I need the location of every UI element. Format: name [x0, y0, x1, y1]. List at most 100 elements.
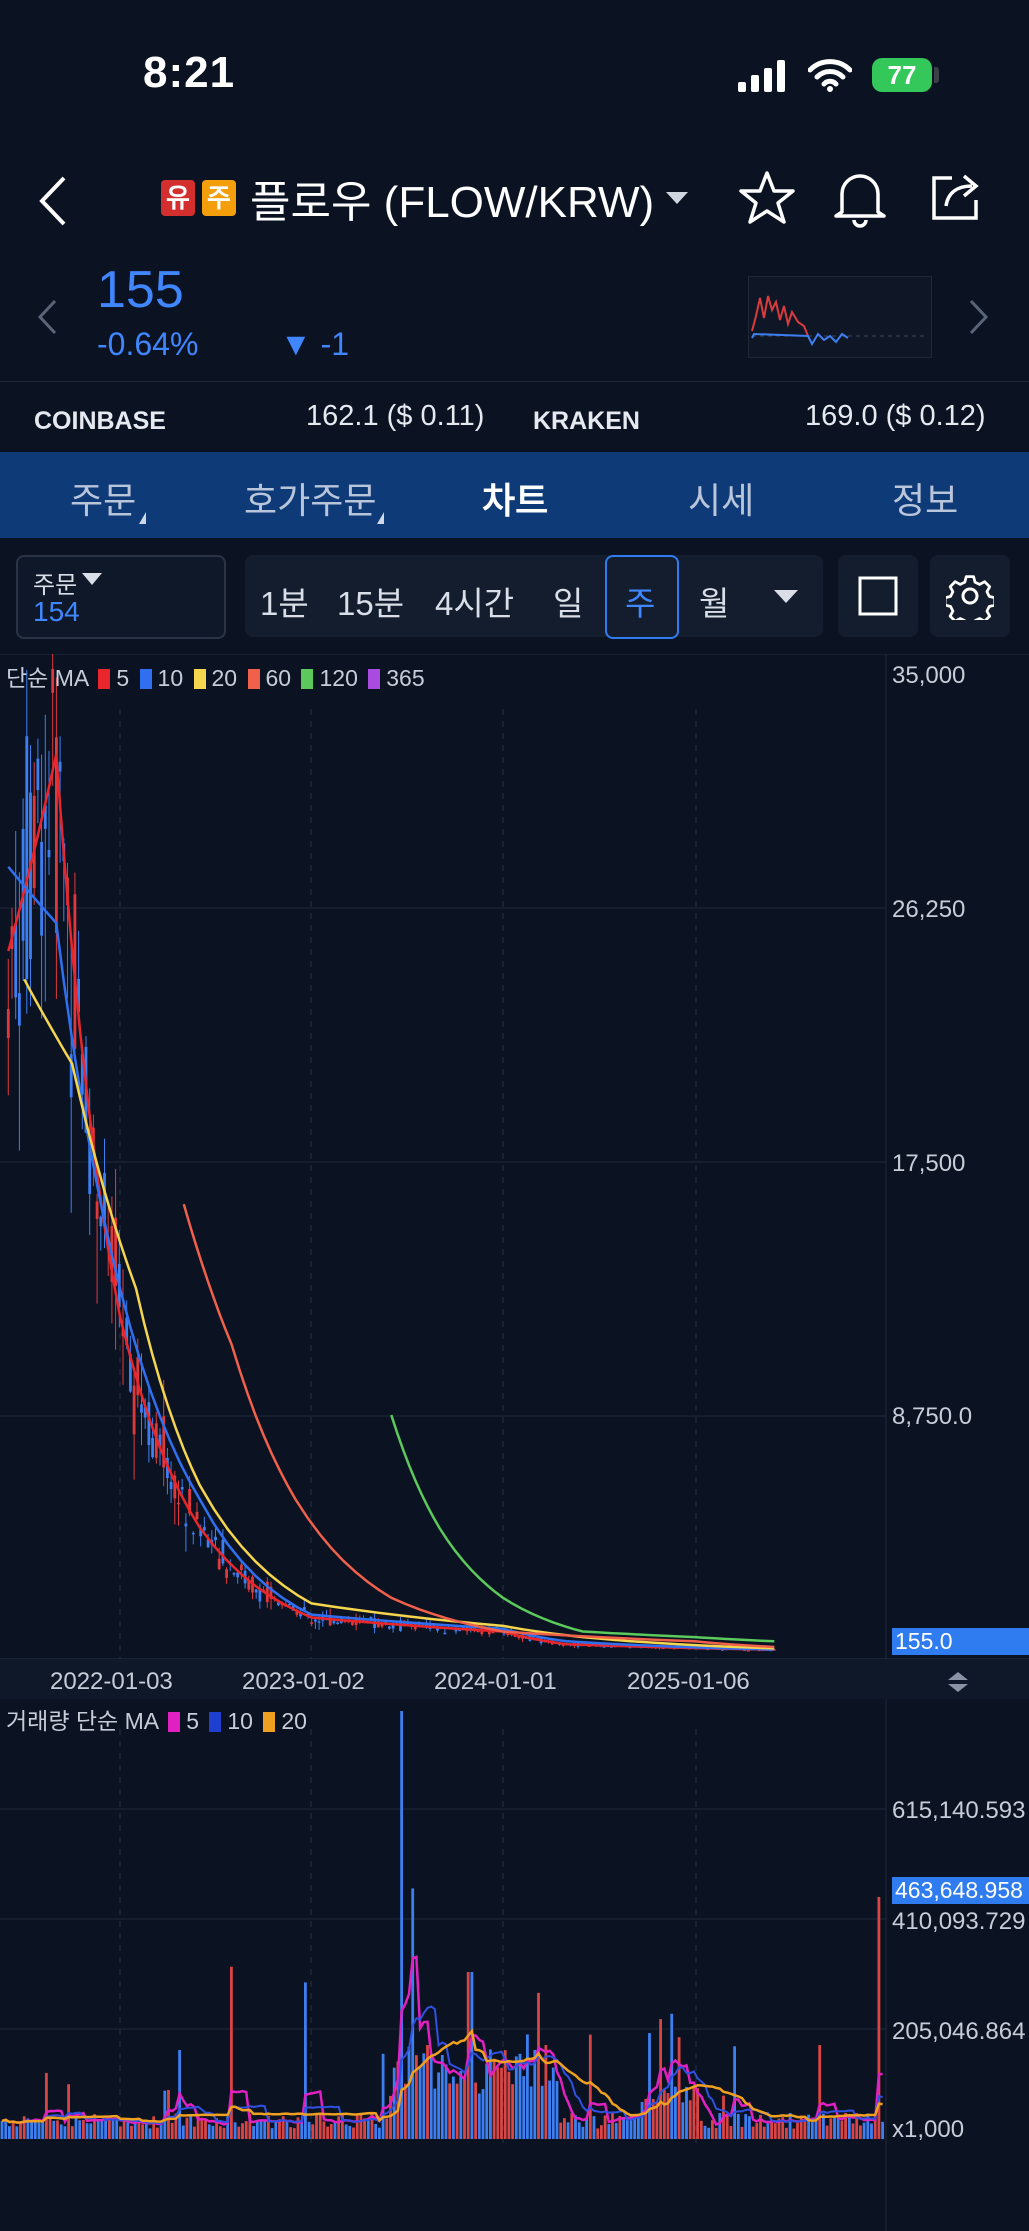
- period-week[interactable]: 주: [625, 585, 656, 622]
- volume-bar: [759, 2114, 762, 2139]
- volume-bar: [822, 2113, 825, 2139]
- period-week-selected[interactable]: [605, 555, 679, 639]
- tab-bar: [0, 452, 1029, 538]
- volume-bar: [181, 2125, 185, 2139]
- volume-bar: [733, 2046, 736, 2139]
- bell-icon[interactable]: [832, 168, 888, 228]
- tab-order[interactable]: 주문: [70, 480, 137, 521]
- volume-bar: [78, 2120, 82, 2139]
- volume-bar: [600, 2125, 603, 2139]
- volume-bar: [440, 2055, 444, 2139]
- volume-bar: [366, 2120, 370, 2139]
- tab-quotes[interactable]: 시세: [688, 480, 755, 521]
- chevron-down-icon: [82, 573, 102, 585]
- candle-body: [29, 792, 32, 960]
- volume-bar: [59, 2124, 63, 2139]
- volume-bar: [648, 2033, 651, 2139]
- volume-bar: [577, 2122, 581, 2139]
- candle-body: [202, 1527, 206, 1531]
- candle-body: [143, 1407, 147, 1418]
- volume-bar: [33, 2120, 37, 2139]
- candle-body: [99, 1216, 103, 1227]
- period-month[interactable]: 월: [699, 585, 730, 622]
- volume-bar: [152, 2116, 156, 2139]
- volume-bar: [810, 2122, 814, 2139]
- volume-bar: [196, 2114, 200, 2139]
- candle-body: [43, 805, 47, 829]
- battery-indicator: 77: [872, 58, 932, 92]
- vma20-swatch: [263, 1712, 276, 1732]
- volume-bar: [873, 2114, 877, 2139]
- chevron-down-icon[interactable]: [666, 192, 688, 206]
- volume-bar: [762, 2126, 766, 2139]
- candle-body: [32, 795, 36, 889]
- volume-bar: [355, 2114, 359, 2139]
- order-box-value: 154: [33, 596, 80, 627]
- volume-bar: [415, 2055, 418, 2139]
- volume-bar: [870, 2123, 873, 2139]
- volume-bar: [11, 2120, 15, 2139]
- volume-bar: [52, 2120, 56, 2139]
- back-icon[interactable]: [36, 175, 70, 227]
- volume-bar: [30, 2122, 33, 2139]
- volume-chart[interactable]: [0, 1699, 1029, 2231]
- candle-body: [720, 1649, 724, 1651]
- market-title[interactable]: 플로우 (FLOW/KRW): [250, 178, 655, 227]
- chart-settings-button[interactable]: [930, 555, 1010, 637]
- candle-body: [103, 1173, 106, 1221]
- favorite-star-icon[interactable]: [738, 170, 796, 226]
- volume-bar: [352, 2127, 355, 2139]
- volume-bar: [662, 2089, 666, 2139]
- volume-bar: [111, 2118, 115, 2139]
- volume-bar: [381, 2053, 385, 2139]
- volume-bar: [274, 2121, 278, 2139]
- volume-bar: [22, 2116, 26, 2139]
- volume-bar: [518, 2053, 522, 2139]
- more-periods-chevron-icon[interactable]: [774, 590, 798, 604]
- tab-info[interactable]: 정보: [892, 480, 959, 521]
- order-quick-box[interactable]: [16, 555, 226, 639]
- share-icon[interactable]: [928, 168, 984, 224]
- candle-body: [80, 1054, 84, 1095]
- volume-bar: [392, 2067, 396, 2139]
- prev-market-icon[interactable]: [36, 298, 58, 336]
- next-market-icon[interactable]: [968, 298, 990, 336]
- volume-bar: [718, 2113, 722, 2139]
- volume-bar: [603, 2115, 607, 2139]
- candle-body: [317, 1621, 321, 1623]
- tab-orderbook-order[interactable]: 호가주문: [244, 480, 377, 521]
- candle-body: [158, 1434, 162, 1449]
- battery-tip: [934, 67, 939, 83]
- price-chart[interactable]: [0, 654, 1029, 1699]
- volume-bar: [611, 2113, 614, 2139]
- price-ma-legend: 단순 MA 5 10 20 60 120 365: [6, 659, 425, 693]
- candle-body: [162, 1416, 166, 1468]
- candle-body: [217, 1558, 221, 1570]
- x-tick: 2022-01-03: [50, 1668, 173, 1695]
- candle-body: [180, 1487, 184, 1490]
- volume-bar: [592, 2116, 596, 2139]
- volume-bar: [211, 2125, 215, 2139]
- badge-warning: 주: [202, 180, 236, 216]
- candle-body: [239, 1564, 243, 1571]
- volume-bar: [222, 2127, 226, 2139]
- volume-bar: [337, 2116, 341, 2139]
- volume-bar: [241, 2123, 244, 2139]
- vma10-swatch: [209, 1712, 222, 1732]
- volume-bar: [322, 2121, 326, 2139]
- candle-body: [125, 1317, 129, 1345]
- period-4hour[interactable]: 4시간: [435, 585, 515, 622]
- volume-bar: [0, 2120, 4, 2139]
- period-1min[interactable]: 1분: [260, 585, 309, 622]
- ma365-label: 365: [386, 665, 425, 691]
- fullscreen-button[interactable]: [838, 555, 918, 637]
- resize-handle-icon[interactable]: [946, 1670, 970, 1694]
- period-15min[interactable]: 15분: [337, 585, 405, 622]
- candle-body: [6, 1009, 10, 1039]
- period-day[interactable]: 일: [553, 585, 584, 622]
- volume-bar: [226, 2116, 230, 2139]
- tab-chart[interactable]: 차트: [482, 480, 549, 521]
- candle-body: [69, 1054, 73, 1098]
- volume-bar: [204, 2120, 207, 2139]
- volume-bar: [63, 2126, 67, 2139]
